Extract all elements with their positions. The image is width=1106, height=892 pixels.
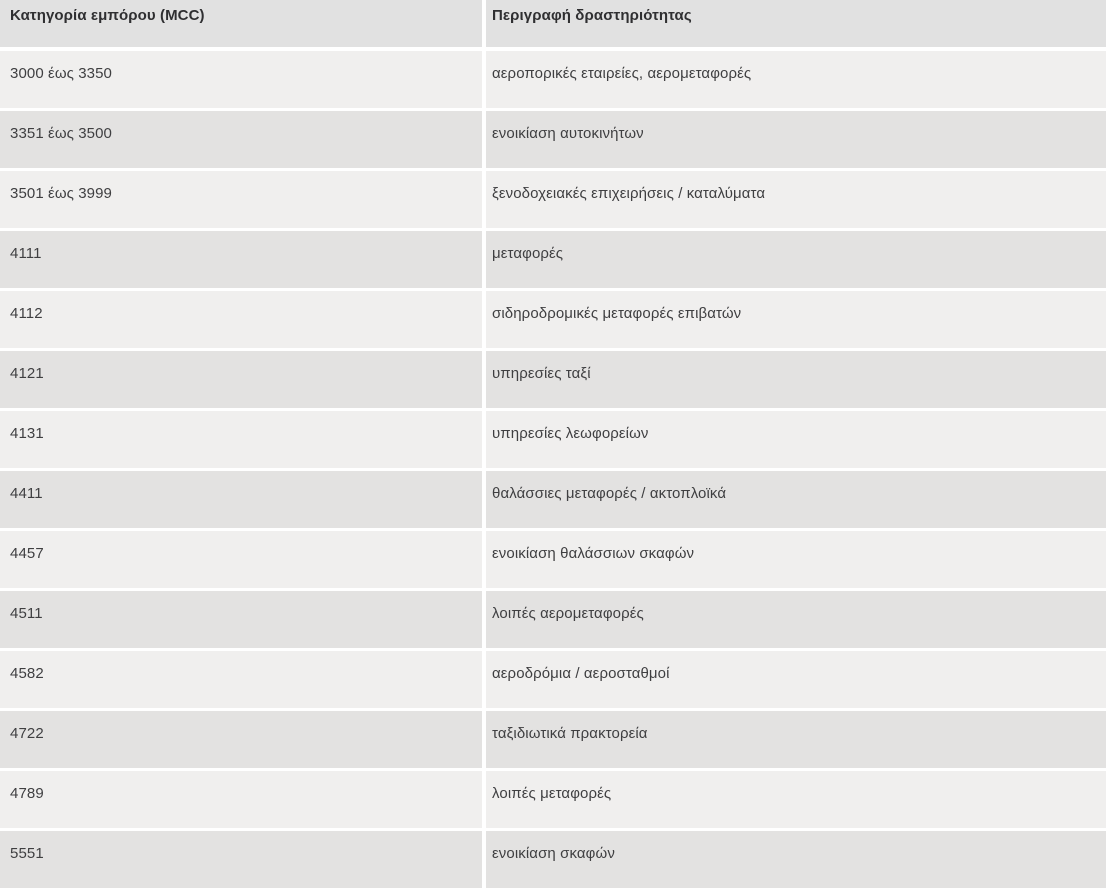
mcc-cell: 4582 — [0, 651, 482, 711]
mcc-cell: 4722 — [0, 711, 482, 771]
description-cell: μεταφορές — [482, 231, 1106, 291]
table-row: 5551 ενοικίαση σκαφών — [0, 831, 1106, 891]
mcc-cell: 4112 — [0, 291, 482, 351]
description-cell: υπηρεσίες λεωφορείων — [482, 411, 1106, 471]
mcc-cell: 4121 — [0, 351, 482, 411]
mcc-cell: 3000 έως 3350 — [0, 51, 482, 111]
table-row: 4511 λοιπές αερομεταφορές — [0, 591, 1106, 651]
table-row: 4121 υπηρεσίες ταξί — [0, 351, 1106, 411]
mcc-cell: 4111 — [0, 231, 482, 291]
table-row: 3351 έως 3500 ενοικίαση αυτοκινήτων — [0, 111, 1106, 171]
mcc-cell: 5551 — [0, 831, 482, 891]
description-cell: λοιπές μεταφορές — [482, 771, 1106, 831]
mcc-cell: 4789 — [0, 771, 482, 831]
table-row: 4111 μεταφορές — [0, 231, 1106, 291]
description-cell: υπηρεσίες ταξί — [482, 351, 1106, 411]
description-cell: ταξιδιωτικά πρακτορεία — [482, 711, 1106, 771]
table-row: 4722 ταξιδιωτικά πρακτορεία — [0, 711, 1106, 771]
table-body: 3000 έως 3350 αεροπορικές εταιρείες, αερ… — [0, 51, 1106, 891]
description-cell: ξενοδοχειακές επιχειρήσεις / καταλύματα — [482, 171, 1106, 231]
table-row: 4789 λοιπές μεταφορές — [0, 771, 1106, 831]
description-cell: ενοικίαση θαλάσσιων σκαφών — [482, 531, 1106, 591]
header-row: Κατηγορία εμπόρου (MCC) Περιγραφή δραστη… — [0, 0, 1106, 51]
table-row: 3000 έως 3350 αεροπορικές εταιρείες, αερ… — [0, 51, 1106, 111]
table-row: 4112 σιδηροδρομικές μεταφορές επιβατών — [0, 291, 1106, 351]
description-cell: ενοικίαση αυτοκινήτων — [482, 111, 1106, 171]
description-cell: ενοικίαση σκαφών — [482, 831, 1106, 891]
mcc-cell: 4411 — [0, 471, 482, 531]
description-cell: σιδηροδρομικές μεταφορές επιβατών — [482, 291, 1106, 351]
column-header-description: Περιγραφή δραστηριότητας — [482, 0, 1106, 51]
table-row: 4131 υπηρεσίες λεωφορείων — [0, 411, 1106, 471]
table-row: 4582 αεροδρόμια / αεροσταθμοί — [0, 651, 1106, 711]
table-row: 4457 ενοικίαση θαλάσσιων σκαφών — [0, 531, 1106, 591]
description-cell: λοιπές αερομεταφορές — [482, 591, 1106, 651]
mcc-cell: 3501 έως 3999 — [0, 171, 482, 231]
mcc-cell: 4131 — [0, 411, 482, 471]
table-row: 4411 θαλάσσιες μεταφορές / ακτοπλοϊκά — [0, 471, 1106, 531]
description-cell: θαλάσσιες μεταφορές / ακτοπλοϊκά — [482, 471, 1106, 531]
description-cell: αεροδρόμια / αεροσταθμοί — [482, 651, 1106, 711]
mcc-cell: 4457 — [0, 531, 482, 591]
mcc-cell: 3351 έως 3500 — [0, 111, 482, 171]
column-header-mcc: Κατηγορία εμπόρου (MCC) — [0, 0, 482, 51]
mcc-cell: 4511 — [0, 591, 482, 651]
table-row: 3501 έως 3999 ξενοδοχειακές επιχειρήσεις… — [0, 171, 1106, 231]
description-cell: αεροπορικές εταιρείες, αερομεταφορές — [482, 51, 1106, 111]
